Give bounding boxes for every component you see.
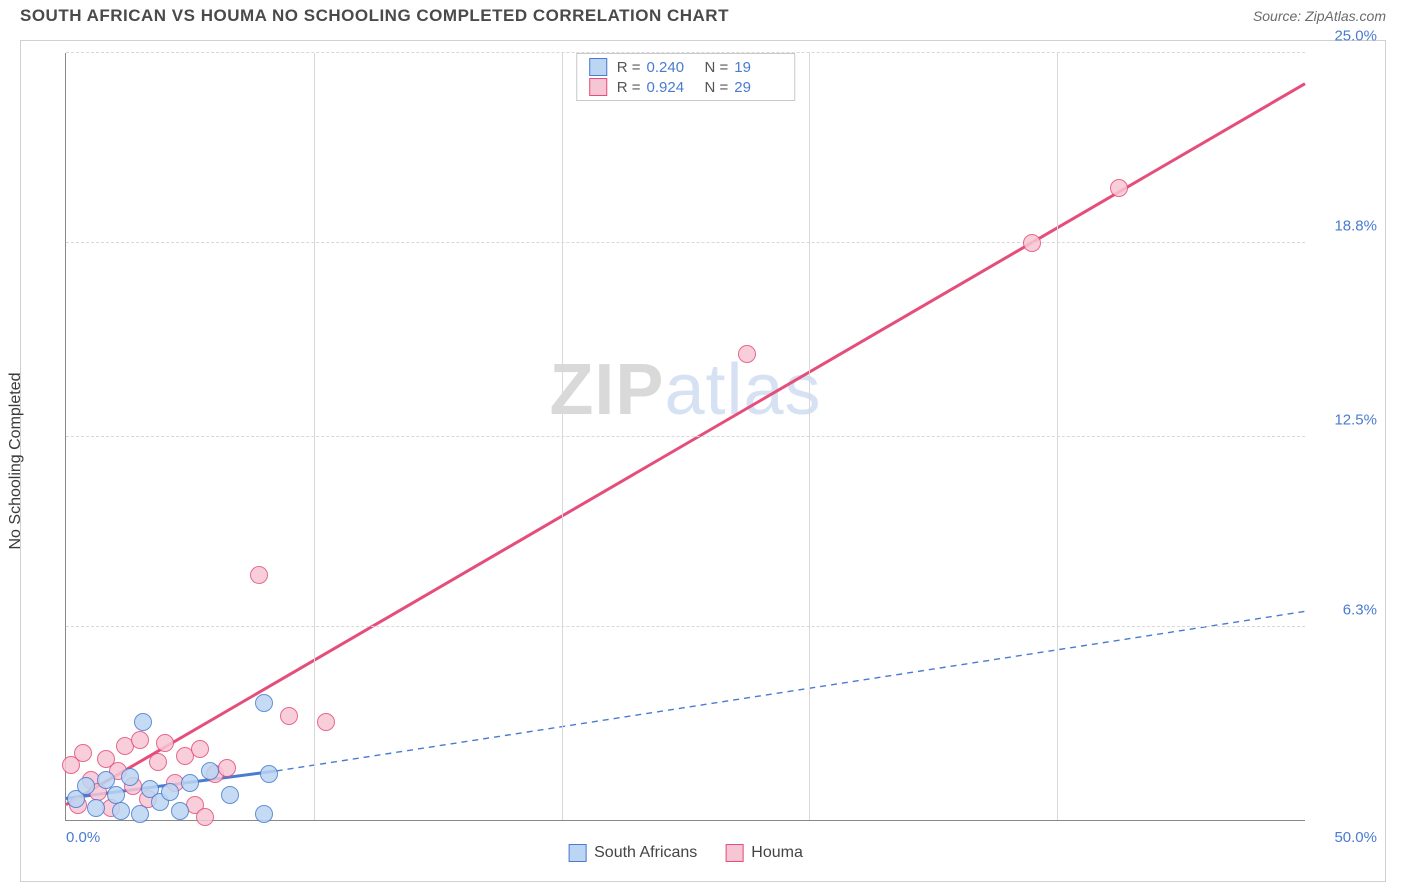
legend-item: Houma xyxy=(725,844,803,862)
legend-n-label: N = xyxy=(705,79,729,96)
watermark: ZIPatlas xyxy=(549,349,821,431)
data-point xyxy=(201,762,219,780)
y-axis-label: No Schooling Completed xyxy=(7,373,25,550)
legend-label: Houma xyxy=(751,844,803,862)
gridline-v xyxy=(809,53,810,820)
data-point xyxy=(196,808,214,826)
y-tick-label: 12.5% xyxy=(1313,411,1377,428)
legend-swatch xyxy=(589,78,607,96)
correlation-legend: R = 0.240 N = 19 R = 0.924 N = 29 xyxy=(576,53,796,101)
data-point xyxy=(260,765,278,783)
y-tick-label: 6.3% xyxy=(1313,601,1377,618)
watermark-atlas: atlas xyxy=(664,350,821,430)
data-point xyxy=(134,713,152,731)
data-point xyxy=(112,802,130,820)
data-point xyxy=(738,345,756,363)
plot-area: ZIPatlas R =0.240N =19R =0.924N =29 Sout… xyxy=(65,53,1305,821)
data-point xyxy=(1110,179,1128,197)
data-point xyxy=(1023,234,1041,252)
gridline-h xyxy=(66,626,1305,627)
watermark-zip: ZIP xyxy=(549,350,664,430)
data-point xyxy=(171,802,189,820)
gridline-v xyxy=(1057,53,1058,820)
legend-swatch xyxy=(568,844,586,862)
chart-title: SOUTH AFRICAN VS HOUMA NO SCHOOLING COMP… xyxy=(20,6,729,26)
data-point xyxy=(131,731,149,749)
data-point xyxy=(121,768,139,786)
data-point xyxy=(181,774,199,792)
legend-row: R = 0.924 N = 29 xyxy=(589,77,783,97)
chart-source: Source: ZipAtlas.com xyxy=(1253,8,1386,24)
x-tick-label: 0.0% xyxy=(66,829,100,846)
chart-header: SOUTH AFRICAN VS HOUMA NO SCHOOLING COMP… xyxy=(0,0,1406,34)
data-point xyxy=(156,734,174,752)
data-point xyxy=(255,694,273,712)
y-tick-label: 18.8% xyxy=(1313,218,1377,235)
legend-label: South Africans xyxy=(594,844,697,862)
data-point xyxy=(149,753,167,771)
data-point xyxy=(74,744,92,762)
legend-swatch xyxy=(589,58,607,76)
gridline-v xyxy=(562,53,563,820)
data-point xyxy=(87,799,105,817)
legend-r-label: R = xyxy=(617,79,641,96)
legend-n-value: 29 xyxy=(734,79,782,96)
data-point xyxy=(218,759,236,777)
gridline-v xyxy=(314,53,315,820)
series-legend: South Africans Houma xyxy=(568,844,803,862)
data-point xyxy=(77,777,95,795)
data-point xyxy=(317,713,335,731)
gridline-h xyxy=(66,436,1305,437)
legend-r-label: R = xyxy=(617,59,641,76)
data-point xyxy=(280,707,298,725)
legend-n-value: 19 xyxy=(734,59,782,76)
data-point xyxy=(161,783,179,801)
legend-r-value: 0.924 xyxy=(647,79,695,96)
gridline-h xyxy=(66,242,1305,243)
trend-lines xyxy=(66,53,1305,820)
y-tick-label: 25.0% xyxy=(1313,28,1377,45)
legend-n-label: N = xyxy=(705,59,729,76)
legend-r-value: 0.240 xyxy=(647,59,695,76)
data-point xyxy=(250,566,268,584)
data-point xyxy=(131,805,149,823)
data-point xyxy=(221,786,239,804)
legend-item: South Africans xyxy=(568,844,697,862)
x-tick-label: 50.0% xyxy=(1334,829,1377,846)
chart-container: No Schooling Completed ZIPatlas R =0.240… xyxy=(20,40,1386,882)
legend-row: R = 0.240 N = 19 xyxy=(589,57,783,77)
data-point xyxy=(191,740,209,758)
legend-swatch xyxy=(725,844,743,862)
data-point xyxy=(255,805,273,823)
